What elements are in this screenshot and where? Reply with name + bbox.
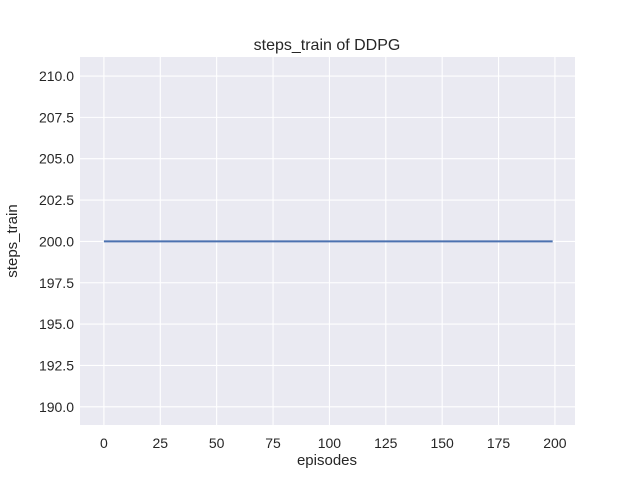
y-tick-label: 195.0: [39, 316, 74, 332]
x-tick-label: 50: [209, 435, 225, 451]
y-axis-label: steps_train: [4, 204, 21, 277]
chart-title: steps_train of DDPG: [254, 37, 401, 54]
x-tick-label: 125: [374, 435, 398, 451]
x-tick-label: 25: [152, 435, 168, 451]
x-tick-label: 200: [543, 435, 567, 451]
y-tick-label: 200.0: [39, 233, 74, 249]
y-tick-label: 202.5: [39, 192, 74, 208]
x-tick-label: 75: [265, 435, 281, 451]
x-tick-label: 100: [318, 435, 342, 451]
x-tick-label: 0: [100, 435, 108, 451]
y-tick-label: 192.5: [39, 357, 74, 373]
y-tick-label: 207.5: [39, 109, 74, 125]
y-tick-label: 210.0: [39, 68, 74, 84]
x-axis-tick-labels: 0 25 50 75 100 125 150 175 200: [100, 435, 567, 451]
y-tick-label: 205.0: [39, 151, 74, 167]
y-axis-tick-labels: 190.0 192.5 195.0 197.5 200.0 202.5 205.0 207.5…: [39, 68, 74, 415]
y-tick-label: 197.5: [39, 275, 74, 291]
x-tick-label: 150: [430, 435, 454, 451]
x-axis-label: episodes: [297, 452, 357, 469]
y-tick-label: 190.0: [39, 399, 74, 415]
x-tick-label: 175: [487, 435, 511, 451]
